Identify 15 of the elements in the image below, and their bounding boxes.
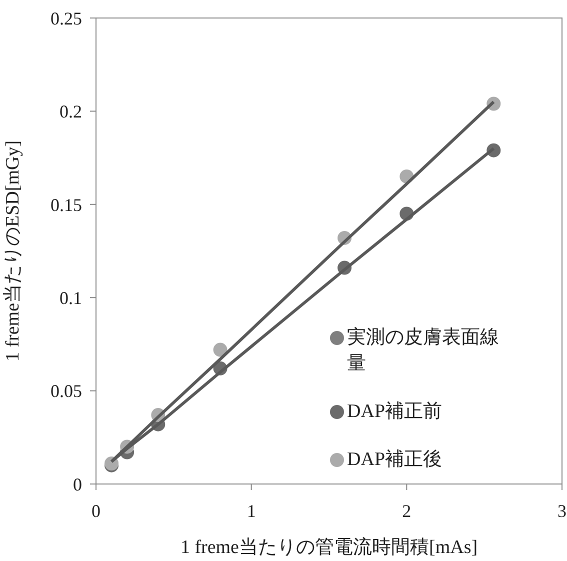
y-axis-title: 1 freme当たりのESD[mGy] <box>2 140 24 362</box>
y-tick-label: 0.15 <box>50 194 82 215</box>
x-axis-title: 1 freme当たりの管電流時間積[mAs] <box>180 536 478 558</box>
y-tick-label: 0.1 <box>60 288 82 308</box>
legend-label: DAP補正後 <box>347 448 442 472</box>
y-tick-label: 0.25 <box>50 8 82 28</box>
x-tick-label: 3 <box>558 500 566 521</box>
legend-label: 実測の皮膚表面線量 <box>347 326 500 376</box>
x-tick-label: 0 <box>92 500 100 521</box>
legend-label: DAP補正前 <box>347 400 442 424</box>
y-tick-label: 0.2 <box>60 102 82 122</box>
y-tick-label: 0.05 <box>50 381 82 402</box>
x-tick-label: 2 <box>402 500 412 521</box>
x-tick-label: 1 <box>246 500 256 521</box>
y-tick-label: 0 <box>73 474 82 494</box>
